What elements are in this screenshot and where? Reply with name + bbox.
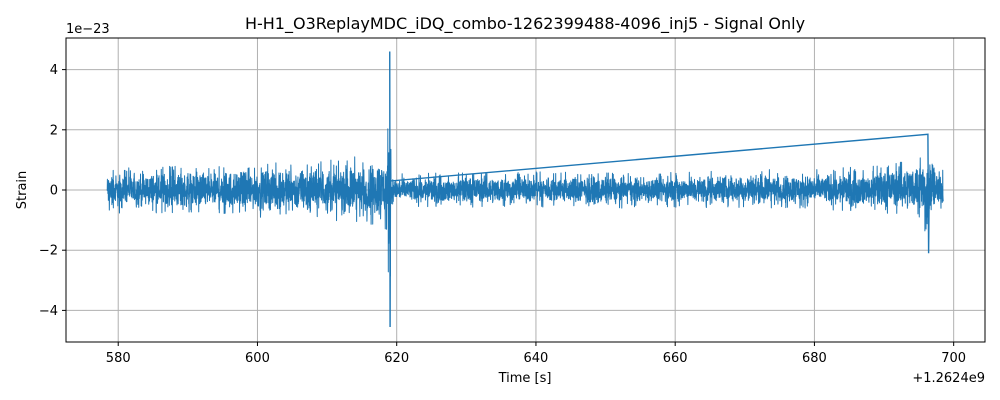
x-tick-label: 660 <box>663 351 688 366</box>
x-offset-label: +1.2624e9 <box>912 371 985 386</box>
x-tick-label: 620 <box>384 351 409 366</box>
strain-line <box>106 128 944 277</box>
y-tick-label: 2 <box>50 123 58 138</box>
strain-spike <box>389 51 930 327</box>
x-tick-label: 700 <box>941 351 966 366</box>
y-axis-label: Strain <box>15 171 30 210</box>
x-tick-label: 580 <box>106 351 131 366</box>
x-tick-label: 680 <box>802 351 827 366</box>
y-scale-offset-label: 1e−23 <box>66 22 110 37</box>
x-axis-label: Time [s] <box>498 371 552 386</box>
y-tick-label: 0 <box>50 184 58 199</box>
axis-ticks: 580 600 620 640 660 680 700 −4 −2 0 2 4 <box>39 63 966 366</box>
x-tick-label: 600 <box>245 351 270 366</box>
chart-title: H-H1_O3ReplayMDC_iDQ_combo-1262399488-40… <box>245 14 805 34</box>
y-tick-label: −4 <box>39 304 58 319</box>
y-tick-label: 4 <box>50 63 58 78</box>
y-tick-label: −2 <box>39 244 58 259</box>
series-strain <box>106 51 944 327</box>
x-tick-label: 640 <box>524 351 549 366</box>
